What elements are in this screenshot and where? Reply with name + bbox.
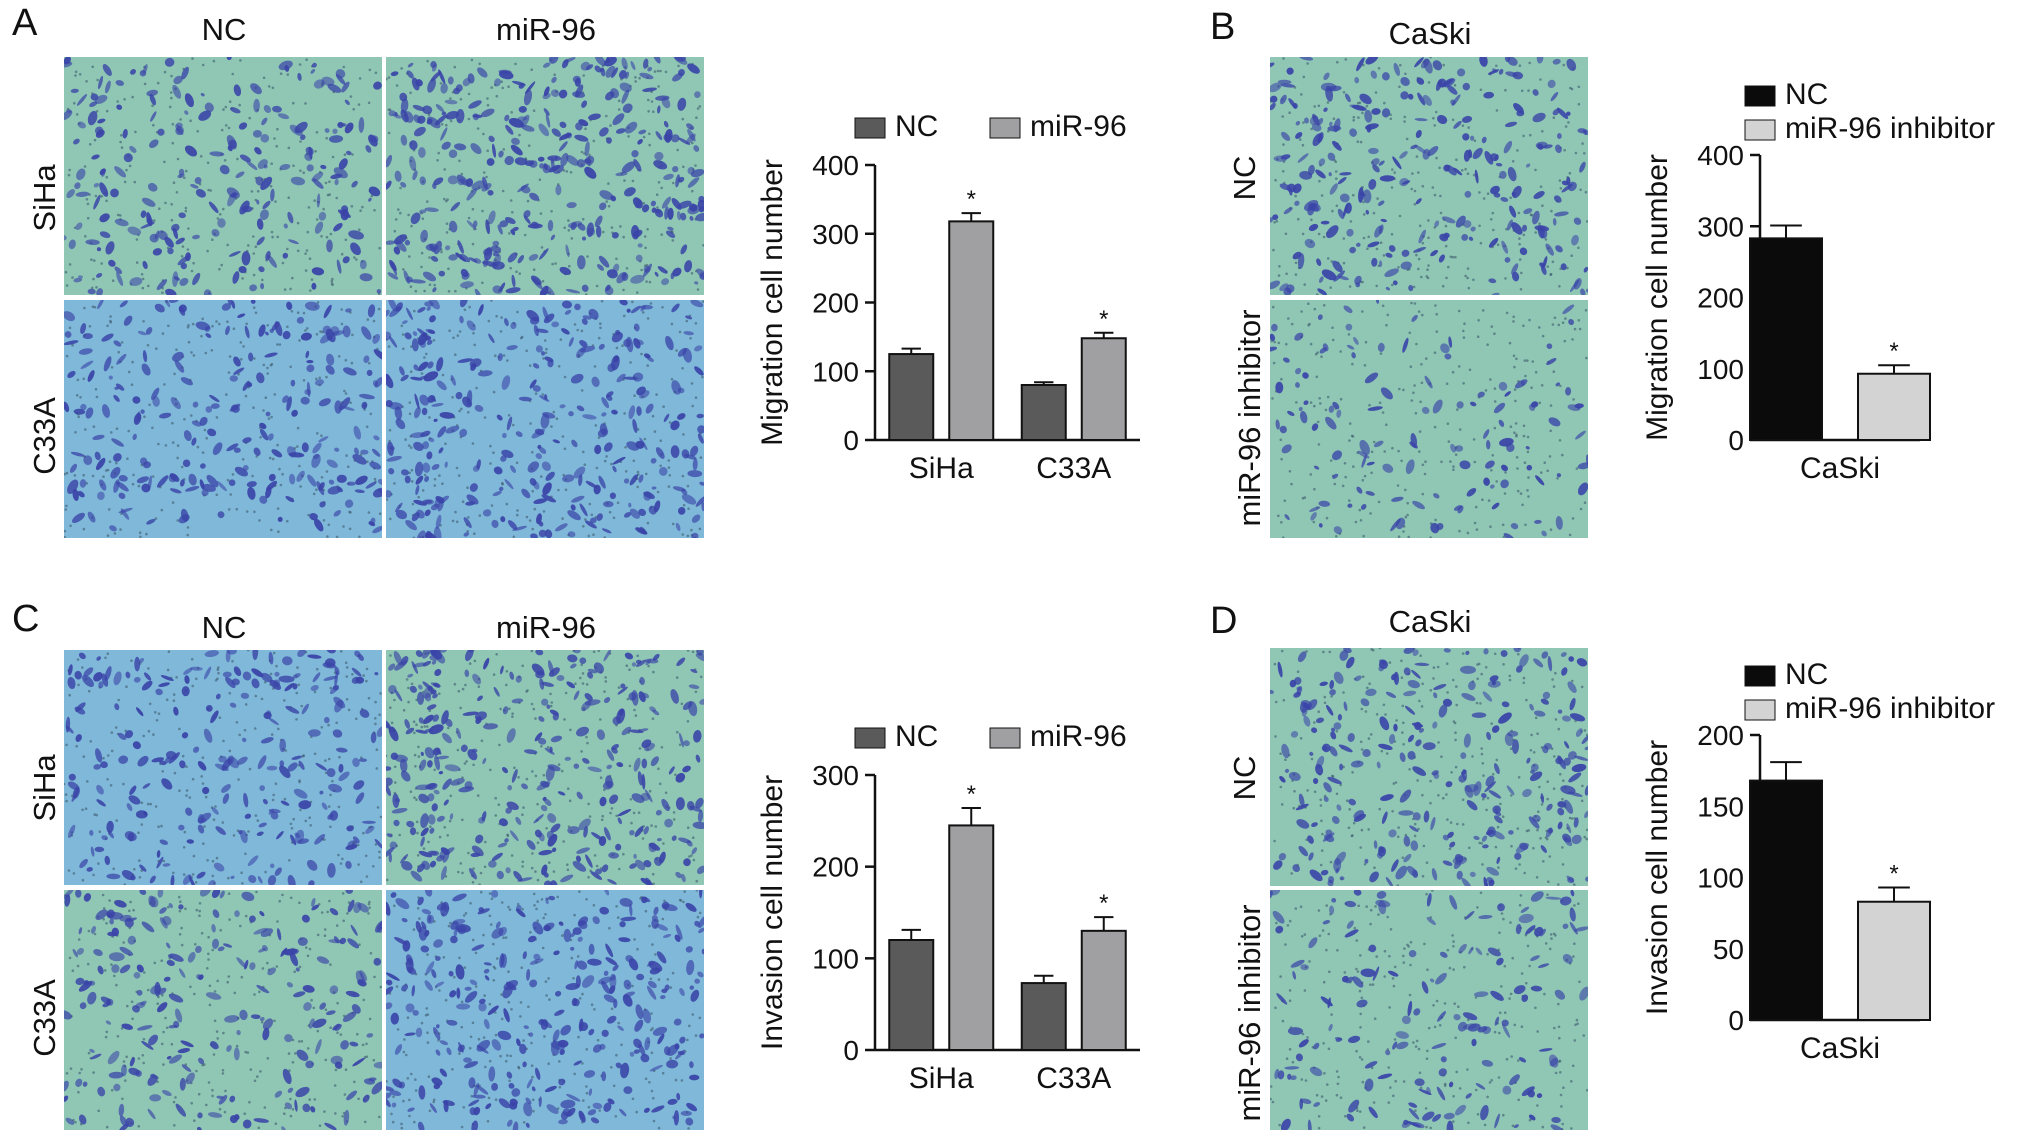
chart-d-y-tick-label-1: 50 (1713, 934, 1744, 965)
chart-a-legend-swatch-0 (854, 117, 886, 139)
chart-c-y-tick-label-3: 300 (812, 760, 859, 791)
chart-a-y-tick-label-0: 0 (843, 425, 859, 456)
chart-c-legend-swatch-0 (854, 727, 886, 749)
chart-a-bar-1-0 (948, 220, 995, 441)
chart-c-bar-1-1 (1080, 929, 1127, 1051)
chart-d-y-tick-label-3: 150 (1697, 791, 1744, 822)
panel-a-row-label-c33a: C33A (27, 397, 62, 475)
chart-c-bar-1-0 (948, 824, 995, 1051)
chart-d-legend-label-1: miR-96 inhibitor (1785, 692, 1995, 725)
chart-c: NC miR-96 0 100 200 300 Invasion cell number * S… (756, 720, 1140, 1095)
chart-c-significance-0: * (967, 781, 976, 808)
chart-c-category-label-0: SiHa (909, 1062, 974, 1095)
chart-c-category-label-1: C33A (1036, 1062, 1111, 1095)
chart-a-category-label-1: C33A (1036, 452, 1111, 485)
chart-d-y-label: Invasion cell number (1641, 740, 1674, 1015)
chart-d-significance-0: * (1889, 860, 1898, 887)
chart-b-y-tick-label-0: 0 (1728, 425, 1744, 456)
chart-d-y-tick-label-0: 0 (1728, 1005, 1744, 1036)
panel-letter-c: C (12, 598, 40, 640)
chart-c-y-tick-label-1: 100 (812, 943, 859, 974)
micrograph-a-siha-mir96 (386, 57, 704, 295)
panel-d-row-label-inhibitor: miR-96 inhibitor (1232, 904, 1267, 1122)
panel-b-col-label-caski: CaSki (1388, 16, 1472, 51)
chart-c-legend-label-1: miR-96 (1030, 720, 1127, 753)
chart-a-y-tick-label-2: 200 (812, 288, 859, 319)
chart-b-legend-label-0: NC (1785, 80, 1828, 111)
micrograph-a-siha-nc (64, 57, 382, 295)
chart-b-category-label-0: CaSki (1800, 452, 1880, 485)
chart-a-y-tick-label-3: 300 (812, 219, 859, 250)
chart-d-category-label-0: CaSki (1800, 1032, 1880, 1065)
chart-b-significance-0: * (1889, 338, 1898, 365)
chart-a-bar-0-1 (1020, 384, 1067, 441)
chart-a-bar-1-1 (1080, 337, 1127, 441)
chart-b-y-tick-label-4: 400 (1697, 140, 1744, 171)
panel-d-row-label-nc: NC (1227, 755, 1262, 801)
micrograph-b-caski-inhibitor (1270, 300, 1588, 538)
chart-b-bar-1-0 (1857, 372, 1931, 441)
chart-b-bar-0-0 (1749, 237, 1823, 441)
chart-d-legend-swatch-1 (1744, 699, 1776, 721)
chart-a-y-label: Migration cell number (756, 159, 789, 446)
chart-a-legend-label-1: miR-96 (1030, 110, 1127, 143)
micrograph-c-c33a-nc (64, 890, 382, 1130)
chart-c-bar-0-0 (888, 939, 935, 1051)
chart-b-y-label: Migration cell number (1641, 154, 1674, 441)
chart-a-significance-0: * (967, 186, 976, 213)
micrograph-a-c33a-nc (64, 300, 382, 538)
micrograph-a-c33a-mir96 (386, 300, 704, 538)
panel-letter-a: A (12, 2, 38, 44)
chart-a-legend-swatch-1 (989, 117, 1021, 139)
chart-c-significance-1: * (1099, 890, 1108, 917)
panel-c-row-label-c33a: C33A (27, 979, 62, 1057)
chart-c-legend-label-0: NC (895, 720, 938, 753)
micrograph-c-c33a-mir96 (386, 890, 704, 1130)
panel-a-col-label-nc: NC (201, 12, 247, 47)
chart-a-significance-1: * (1099, 306, 1108, 333)
micrograph-d-caski-nc (1270, 648, 1588, 886)
chart-b-legend-swatch-1 (1744, 119, 1776, 141)
panel-c-col-label-nc: NC (201, 610, 247, 645)
panel-letter-d: D (1210, 600, 1238, 642)
chart-b-legend-swatch-0 (1744, 85, 1776, 107)
micrograph-b-caski-nc (1270, 57, 1588, 295)
chart-d-y-tick-label-2: 100 (1697, 863, 1744, 894)
chart-c-y-label: Invasion cell number (756, 775, 789, 1050)
chart-d-bar-1-0 (1857, 900, 1931, 1022)
chart-c-bar-0-1 (1020, 982, 1067, 1052)
panel-b-row-label-nc: NC (1227, 155, 1262, 201)
panel-a-row-label-siha: SiHa (27, 164, 62, 232)
chart-b-y-tick-label-1: 100 (1697, 354, 1744, 385)
chart-a-y-tick-label-4: 400 (812, 150, 859, 181)
chart-d-legend-swatch-0 (1744, 665, 1776, 687)
panel-letter-b: B (1210, 6, 1236, 48)
panel-d-col-label-caski: CaSki (1388, 604, 1472, 639)
panel-c-row-label-siha: SiHa (27, 754, 62, 822)
micrograph-d-caski-inhibitor (1270, 890, 1588, 1130)
micrograph-c-siha-mir96 (386, 650, 704, 885)
chart-c-legend-swatch-1 (989, 727, 1021, 749)
chart-b-y-tick-label-3: 300 (1697, 211, 1744, 242)
panel-b-row-label-inhibitor: miR-96 inhibitor (1232, 309, 1267, 527)
chart-a-y-tick-label-1: 100 (812, 356, 859, 387)
chart-a: NC miR-96 0 100 200 300 400 Migration cell numb… (756, 110, 1140, 485)
chart-d-bar-0-0 (1749, 779, 1823, 1021)
chart-d-legend-label-0: NC (1785, 660, 1828, 691)
chart-b-y-tick-label-2: 200 (1697, 283, 1744, 314)
chart-a-bar-0-0 (888, 353, 935, 441)
chart-c-y-tick-label-0: 0 (843, 1035, 859, 1066)
micrograph-c-siha-nc (64, 650, 382, 885)
chart-a-category-label-0: SiHa (909, 452, 974, 485)
chart-c-y-tick-label-2: 200 (812, 852, 859, 883)
chart-a-legend-label-0: NC (895, 110, 938, 143)
chart-d-y-tick-label-4: 200 (1697, 720, 1744, 751)
panel-c-col-label-mir96: miR-96 (496, 610, 596, 645)
chart-b-legend-label-1: miR-96 inhibitor (1785, 112, 1995, 145)
panel-a-col-label-mir96: miR-96 (496, 12, 596, 47)
